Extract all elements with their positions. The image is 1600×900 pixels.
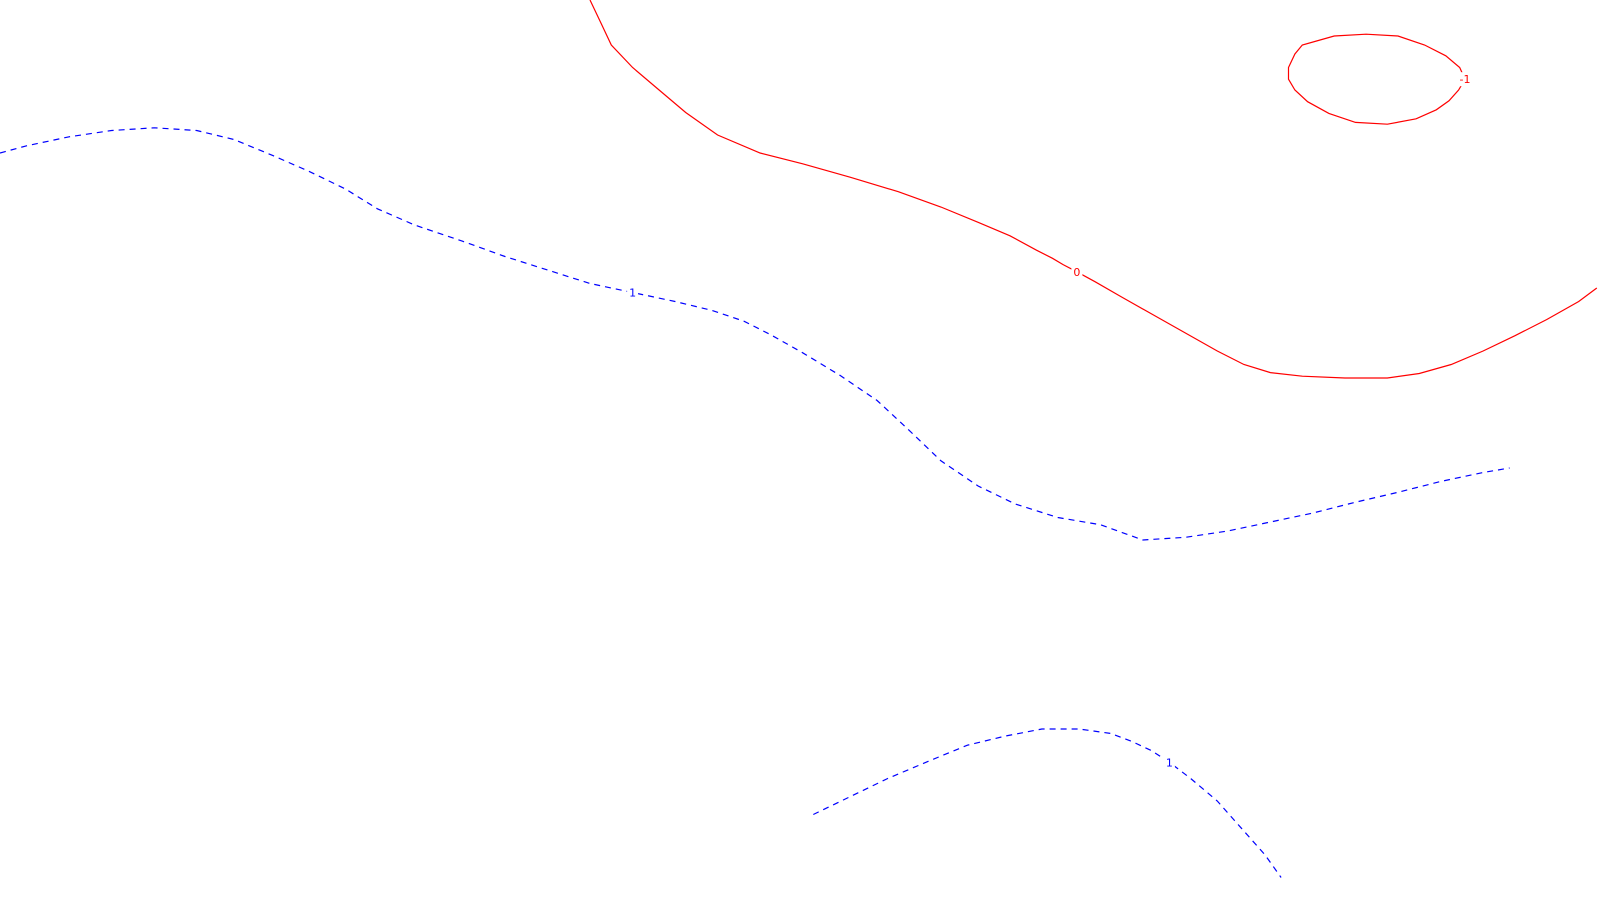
contour-line-level-neg1-0 bbox=[1287, 33, 1466, 125]
contour-lines bbox=[0, 0, 1598, 878]
contour-line-level-1-1 bbox=[813, 728, 1282, 878]
contour-label-level-0-0: 0 bbox=[1073, 266, 1080, 279]
contour-label-level-neg1-0: -1 bbox=[1460, 73, 1471, 86]
contour-labels: 0 -1 1 1 bbox=[627, 72, 1474, 770]
contour-label-background bbox=[1071, 264, 1083, 279]
contour-line-level-0-0 bbox=[589, 0, 1598, 379]
contour-label-level-1-0: 1 bbox=[629, 287, 636, 300]
contour-label-background bbox=[627, 285, 639, 300]
contour-label-level-1-1: 1 bbox=[1166, 756, 1173, 769]
contour-label-background bbox=[1456, 72, 1474, 87]
contour-line-level-1-0 bbox=[0, 127, 1510, 541]
contour-label-background bbox=[1163, 755, 1175, 770]
